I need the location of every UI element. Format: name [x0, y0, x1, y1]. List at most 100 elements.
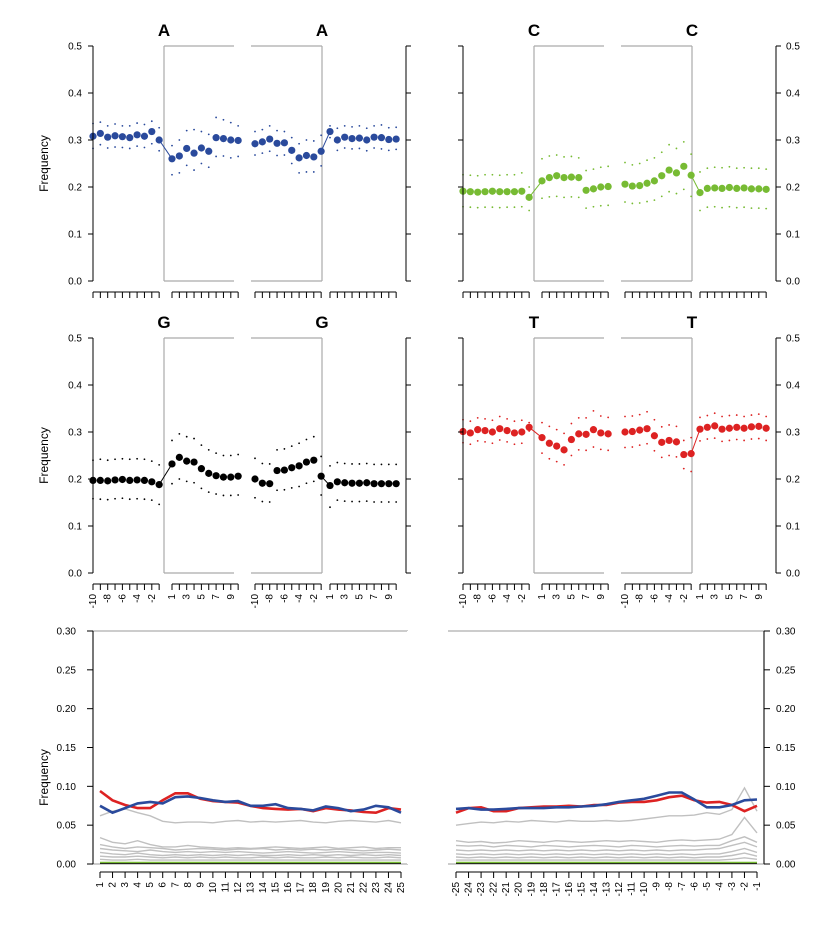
upper-bound-c-0r-2-5 [660, 151, 663, 154]
lower-bound-c-0r-2-4 [653, 199, 656, 202]
lower-bound-c-0r-2-2 [638, 202, 641, 204]
point-t-1r-1-7 [510, 429, 519, 437]
x-tick-label-t-1r-1-6: 3 [710, 594, 721, 600]
x-tick-label-g-1l-1-9: 9 [384, 594, 395, 600]
upper-bound-g-1l-1-7 [143, 458, 146, 461]
bottom-x-tick-label-0-16: 17 [296, 882, 307, 894]
upper-bound-c-0r-1-11 [548, 155, 551, 157]
upper-bound-c-0r-1-7 [513, 173, 516, 176]
upper-bound-g-1l-2-2 [268, 463, 271, 465]
point-a-0l-2-8 [310, 153, 318, 161]
point-c-0r-1-4 [488, 187, 496, 195]
upper-bound-t-1r-2-2 [638, 413, 641, 416]
x-tick-label-g-1l-0-3: -4 [132, 594, 143, 603]
point-g-1l-2-10 [326, 481, 334, 490]
x-tick-label-t-1r-1-8: 7 [739, 594, 750, 600]
lower-bound-g-1l-1-11 [178, 478, 181, 480]
line-right-grey-4 [455, 841, 758, 852]
lower-bound-t-1r-1-1 [469, 443, 472, 446]
bottom-x-tick-label-0-1: 2 [108, 882, 119, 888]
lower-bound-a-0l-2-11 [336, 149, 339, 152]
point-t-1r-2-0 [621, 428, 629, 436]
lower-bound-c-0r-2-11 [706, 206, 709, 209]
point-t-1r-1-11 [545, 439, 553, 447]
upper-bound-t-1r-2-0 [624, 415, 626, 418]
lower-bound-g-1l-2-5 [290, 487, 293, 489]
lower-bound-a-0l-2-18 [387, 149, 390, 152]
upper-bound-g-1l-1-12 [185, 435, 188, 438]
upper-bound-g-1l-1-19 [237, 453, 240, 456]
bottom-y-tick-label-l-3: 0.15 [57, 743, 77, 754]
y-axis-title-a-0l: Frequency [37, 135, 51, 192]
upper-bound-a-0l-2-1 [261, 128, 264, 131]
upper-bound-a-0l-2-15 [365, 127, 368, 130]
point-a-0l-2-14 [355, 134, 363, 142]
lower-bound-a-0l-1-17 [222, 155, 225, 157]
x-tick-label-g-1l-1-4: -2 [309, 594, 320, 603]
lower-bound-t-1r-1-16 [585, 449, 587, 452]
point-a-0l-1-4 [118, 133, 126, 141]
point-g-1l-1-11 [175, 453, 183, 461]
point-c-0r-2-15 [733, 184, 741, 193]
x-tick-label-t-1r-0-4: -2 [517, 594, 528, 603]
lower-bound-c-0r-2-19 [765, 207, 768, 210]
y-tick-label-g-1l-1: 0.1 [68, 522, 82, 533]
point-c-0r-1-5 [496, 188, 504, 196]
bottom-x-tick-label-1-11: -14 [589, 882, 600, 897]
upper-bound-t-1r-1-3 [484, 417, 486, 420]
lower-bound-c-0r-1-10 [541, 197, 543, 200]
lower-bound-t-1r-2-13 [721, 440, 723, 443]
upper-bound-g-1l-2-3 [276, 448, 278, 451]
bottom-x-tick-label-1-19: -6 [689, 882, 700, 891]
upper-bound-g-1l-1-9 [158, 464, 161, 466]
lower-bound-a-0l-2-8 [312, 171, 315, 173]
upper-bound-a-0l-2-7 [305, 139, 308, 141]
upper-bound-a-0l-1-10 [171, 144, 173, 147]
lower-bound-c-0r-1-1 [469, 206, 472, 209]
upper-bound-a-0l-2-5 [290, 136, 293, 139]
upper-bound-t-1r-2-5 [660, 425, 663, 428]
upper-bound-g-1l-2-4 [283, 448, 286, 450]
bottom-y-tick-label-r-2: 0.10 [776, 782, 796, 793]
lower-bound-c-0r-1-6 [506, 206, 508, 209]
bottom-x-tick-label-1-15: -10 [639, 882, 650, 897]
point-t-1r-2-1 [628, 427, 636, 436]
lower-bound-t-1r-1-14 [570, 454, 573, 457]
lower-bound-c-0r-2-17 [750, 207, 753, 210]
lower-bound-g-1l-1-14 [200, 487, 203, 490]
lower-bound-t-1r-1-17 [592, 446, 595, 448]
lower-bound-a-0l-2-10 [329, 136, 331, 139]
line-left-grey-1 [99, 808, 402, 824]
upper-bound-a-0l-1-15 [207, 133, 210, 136]
panel-title-a-0l-1: A [158, 21, 170, 40]
lower-bound-c-0r-2-15 [735, 206, 738, 209]
bottom-y-tick-label-r-0: 0.00 [776, 860, 796, 871]
lower-bound-t-1r-2-4 [653, 449, 656, 452]
lower-bound-c-0r-2-13 [721, 206, 723, 209]
y-tick-label-c-0r-5: 0.5 [786, 42, 800, 53]
lower-bound-c-0r-1-15 [577, 196, 580, 199]
upper-bound-t-1r-2-1 [631, 415, 634, 417]
upper-bound-c-0r-1-18 [599, 166, 602, 169]
upper-bound-g-1l-2-12 [343, 462, 346, 465]
point-g-1l-2-7 [302, 458, 311, 466]
point-g-1l-1-8 [148, 478, 156, 486]
point-t-1r-1-18 [597, 429, 605, 437]
x-tick-label-g-1l-0-2: -6 [117, 594, 128, 603]
bottom-x-tick-label-0-9: 10 [208, 882, 219, 894]
point-c-0r-2-10 [696, 189, 704, 197]
point-c-0r-1-12 [553, 172, 561, 180]
upper-bound-a-0l-1-11 [178, 139, 181, 141]
lower-bound-t-1r-2-2 [638, 444, 641, 447]
line-right-grey-2 [455, 816, 758, 844]
upper-bound-a-0l-2-19 [395, 126, 398, 129]
lower-bound-a-0l-1-3 [114, 146, 116, 148]
lower-bound-a-0l-2-0 [254, 154, 256, 156]
x-tick-label-t-1r-1-1: -8 [635, 594, 646, 603]
upper-bound-a-0l-2-0 [254, 130, 256, 133]
x-tick-label-t-1r-0-2: -6 [487, 594, 498, 603]
upper-bound-t-1r-2-9 [690, 436, 693, 439]
x-tick-label-t-1r-0-6: 3 [552, 594, 563, 600]
lower-bound-g-1l-2-13 [351, 500, 353, 503]
upper-bound-t-1r-1-10 [541, 421, 543, 424]
